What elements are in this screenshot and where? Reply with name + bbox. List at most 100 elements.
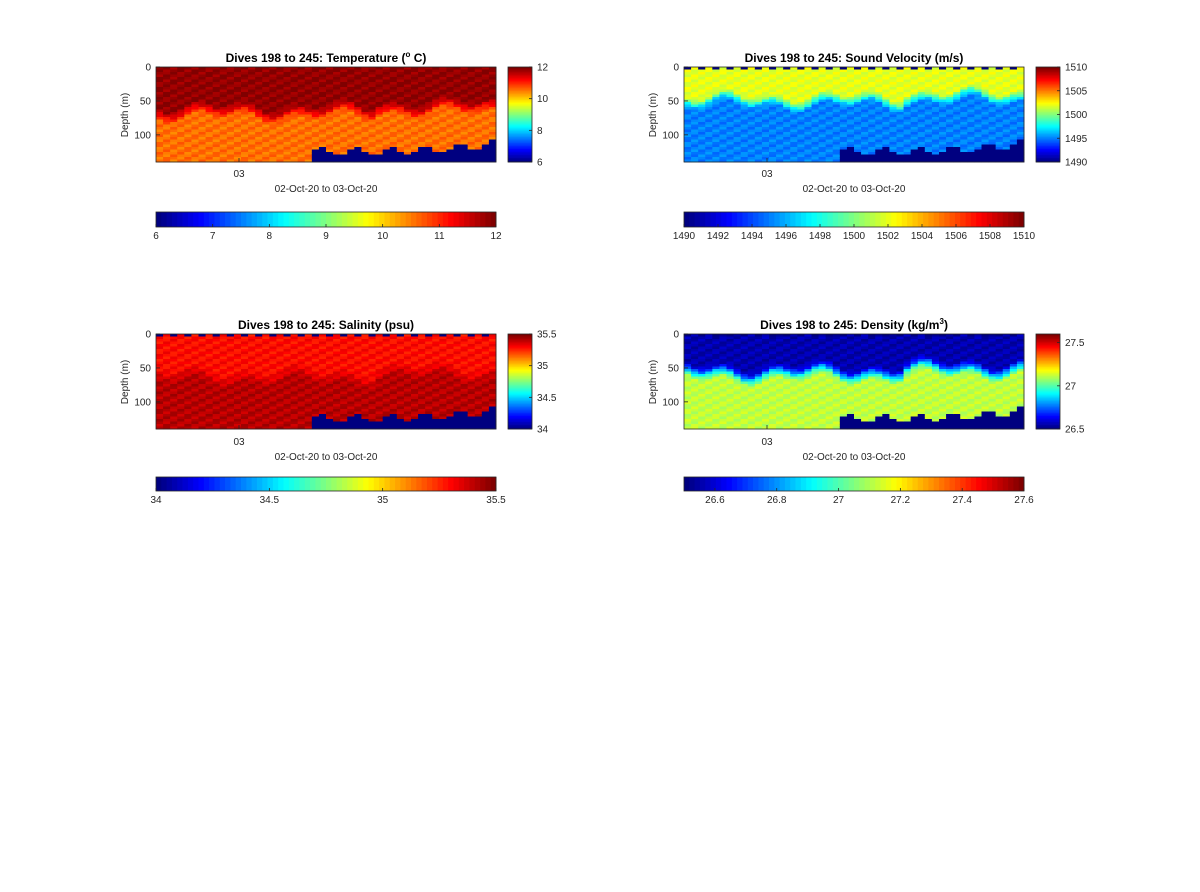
temperature-cell — [418, 122, 426, 125]
sound-velocity-cell — [875, 97, 883, 100]
salinity-cell — [333, 369, 341, 372]
sound-velocity-cell — [797, 99, 805, 103]
temperature-cell — [205, 77, 214, 80]
sound-velocity-cell — [960, 137, 968, 140]
temperature-cell — [382, 92, 391, 95]
temperature-cell — [389, 152, 398, 155]
temperature-cell — [488, 144, 497, 148]
sound-velocity-cell — [839, 109, 848, 113]
sound-velocity-cell — [733, 82, 742, 85]
salinity-cell — [184, 419, 192, 422]
sound-velocity-cell — [818, 97, 827, 100]
temperature-cell — [382, 124, 391, 128]
sound-velocity-cell — [995, 84, 1004, 88]
sound-velocity-cell — [811, 137, 819, 140]
temperature-cell — [340, 127, 348, 130]
salinity-cell — [276, 391, 284, 395]
temperature-cell — [170, 114, 178, 118]
salinity-cell — [326, 391, 334, 395]
temperature-cell — [460, 97, 469, 100]
sound-velocity-cell — [839, 152, 848, 155]
salinity-cell — [333, 424, 341, 427]
sound-velocity-cell — [684, 117, 692, 120]
sound-velocity-cell — [719, 112, 727, 115]
salinity-cell — [326, 359, 334, 362]
temperature-cell — [205, 97, 214, 100]
sound-velocity-cell — [875, 122, 883, 125]
salinity-cell — [262, 411, 270, 415]
salinity-cell — [262, 369, 270, 372]
temperature-cell — [368, 79, 376, 83]
salinity-cell — [269, 396, 277, 400]
temperature-cell — [389, 117, 398, 120]
temperature-cell — [333, 142, 341, 145]
temperature-cell — [219, 82, 228, 85]
temperature-cell — [488, 119, 497, 123]
temperature-cell — [276, 152, 284, 155]
temperature-cell — [262, 147, 270, 150]
temperature-cell — [382, 74, 391, 78]
salinity-cell — [191, 389, 199, 392]
temperature-cell — [297, 154, 306, 158]
sound-velocity-cell — [967, 119, 975, 123]
temperature-cell — [460, 89, 469, 93]
sound-velocity-cell — [882, 149, 890, 153]
temperature-side-colorbar-step — [508, 150, 532, 153]
sound-velocity-cell — [761, 144, 770, 148]
sound-velocity-cell — [783, 69, 791, 73]
temperature-cell — [361, 119, 369, 123]
sound-velocity-cell — [1016, 119, 1025, 123]
temperature-cell — [396, 129, 405, 133]
sound-velocity-cell — [1002, 92, 1011, 95]
sound-velocity-cell — [804, 77, 812, 80]
sound-velocity-cell — [846, 134, 855, 138]
sound-velocity-cell — [846, 84, 855, 88]
sound-velocity-cell — [832, 102, 841, 105]
salinity-cell — [304, 336, 313, 340]
salinity-cell — [269, 356, 277, 360]
temperature-cell — [198, 134, 206, 138]
temperature-cell — [389, 84, 398, 88]
sound-velocity-cell — [917, 124, 926, 128]
sound-velocity-cell — [825, 117, 834, 120]
temperature-cell — [411, 69, 419, 73]
temperature-cell — [177, 102, 185, 105]
temperature-cell — [389, 149, 398, 153]
sound-velocity-cell — [931, 102, 940, 105]
sound-velocity-cell — [917, 87, 926, 90]
temperature-cell — [375, 137, 384, 140]
sound-velocity-cell — [733, 94, 742, 98]
sound-velocity-cell — [967, 142, 975, 145]
temperature-cell — [354, 79, 362, 83]
temperature-cell — [219, 114, 228, 118]
temperature-cell — [290, 142, 299, 145]
sound-velocity-cell — [903, 117, 912, 120]
salinity-cell — [184, 359, 192, 362]
sound-velocity-cell — [974, 89, 982, 93]
temperature-ytick-label: 50 — [140, 96, 152, 107]
temperature-cell — [248, 87, 256, 90]
sound-velocity-cell — [974, 154, 982, 158]
sound-velocity-cell — [1016, 117, 1025, 120]
temperature-cell — [318, 104, 327, 108]
sound-velocity-cell — [832, 117, 841, 120]
salinity-cell — [198, 394, 206, 397]
sound-velocity-cell — [854, 147, 862, 150]
sound-velocity-cell — [776, 102, 784, 105]
sound-velocity-cell — [811, 129, 819, 133]
sound-velocity-cell — [931, 92, 940, 95]
temperature-cell — [311, 74, 320, 78]
sound-velocity-cell — [967, 69, 975, 73]
sound-velocity-cell — [825, 102, 834, 105]
sound-velocity-cell — [896, 69, 904, 73]
sound-velocity-cell — [818, 77, 827, 80]
salinity-cell — [283, 386, 291, 390]
sound-velocity-cell — [939, 97, 947, 100]
sound-velocity-cell — [981, 147, 989, 150]
temperature-cell — [163, 69, 171, 73]
salinity-cell — [177, 361, 185, 365]
sound-velocity-cell — [790, 144, 798, 148]
salinity-cell — [269, 369, 277, 372]
salinity-cell — [233, 409, 242, 412]
salinity-cell — [326, 406, 334, 410]
